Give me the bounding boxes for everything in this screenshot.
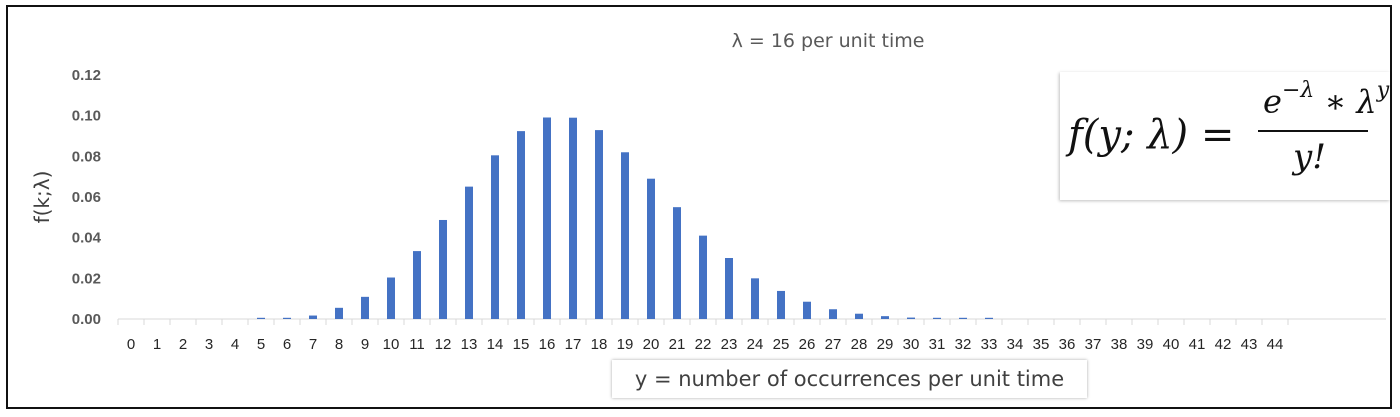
bar-31 bbox=[933, 317, 941, 319]
x-tick-label: 28 bbox=[851, 336, 868, 353]
x-tick-label: 31 bbox=[929, 336, 946, 353]
x-tick-label: 7 bbox=[309, 336, 317, 353]
bar-20 bbox=[647, 178, 655, 319]
x-axis-label: y = number of occurrences per unit time bbox=[612, 360, 1087, 398]
bar-29 bbox=[881, 316, 889, 319]
bar-15 bbox=[517, 131, 525, 319]
bar-26 bbox=[803, 301, 811, 319]
x-tick-label: 1 bbox=[153, 336, 161, 353]
x-axis-ticks: 0 1 2 3 4 5 6 7 8 9 10 11 12 13 14 15 16 17 18 19 20 21 22 23 24… bbox=[127, 336, 1284, 353]
bar-21 bbox=[673, 207, 681, 319]
bar-10 bbox=[387, 277, 395, 319]
bar-33 bbox=[985, 317, 993, 319]
chart-title: λ = 16 per unit time bbox=[732, 30, 925, 52]
formula-num-exp: −λ bbox=[1281, 78, 1315, 103]
bar-28 bbox=[855, 313, 863, 319]
formula-numerator: e−λ ∗ λy bbox=[1263, 78, 1389, 121]
bar-12 bbox=[439, 219, 447, 319]
formula-fraction-bar bbox=[1258, 130, 1368, 132]
bar-8 bbox=[335, 307, 343, 319]
x-tick-label: 3 bbox=[205, 336, 213, 353]
y-tick-label: 0.04 bbox=[72, 230, 102, 247]
x-tick-label: 18 bbox=[591, 336, 608, 353]
formula-lhs: f(y; λ) = bbox=[1068, 112, 1235, 158]
x-tick-label: 39 bbox=[1137, 336, 1154, 353]
x-tick-label: 34 bbox=[1007, 336, 1024, 353]
bar-19 bbox=[621, 152, 629, 319]
x-tick-label: 14 bbox=[487, 336, 504, 353]
bar-17 bbox=[569, 117, 577, 319]
y-tick-label: 0.06 bbox=[72, 189, 101, 206]
x-tick-label: 38 bbox=[1111, 336, 1128, 353]
bar-13 bbox=[465, 186, 473, 319]
y-tick-label: 0.10 bbox=[72, 108, 101, 125]
x-tick-label: 9 bbox=[361, 336, 369, 353]
bar-24 bbox=[751, 278, 759, 319]
x-tick-label: 37 bbox=[1085, 336, 1102, 353]
x-tick-label: 30 bbox=[903, 336, 920, 353]
x-tick-label: 12 bbox=[435, 336, 452, 353]
x-axis-tick-marks bbox=[117, 319, 1289, 325]
x-tick-label: 24 bbox=[747, 336, 764, 353]
x-tick-label: 29 bbox=[877, 336, 894, 353]
bar-7 bbox=[309, 315, 317, 319]
x-tick-label: 33 bbox=[981, 336, 998, 353]
formula-box: f(y; λ) = e−λ ∗ λy y! bbox=[1060, 72, 1390, 200]
bar-5 bbox=[257, 317, 265, 319]
bars bbox=[257, 117, 993, 319]
x-tick-label: 4 bbox=[231, 336, 239, 353]
x-tick-label: 5 bbox=[257, 336, 265, 353]
bar-23 bbox=[725, 258, 733, 319]
x-tick-label: 2 bbox=[179, 336, 187, 353]
x-tick-label: 17 bbox=[565, 336, 582, 353]
chart-plot: λ = 16 per unit time f(k;λ) 0.00 0.02 0.04… bbox=[30, 30, 1386, 353]
bar-27 bbox=[829, 309, 837, 319]
bar-32 bbox=[959, 317, 967, 319]
x-tick-label: 20 bbox=[643, 336, 660, 353]
x-tick-label: 41 bbox=[1189, 336, 1206, 353]
formula-denominator: y! bbox=[1293, 137, 1326, 177]
x-tick-label: 35 bbox=[1033, 336, 1050, 353]
y-tick-label: 0.00 bbox=[72, 311, 101, 328]
x-tick-label: 22 bbox=[695, 336, 712, 353]
x-tick-label: 6 bbox=[283, 336, 291, 353]
y-axis-ticks: 0.00 0.02 0.04 0.06 0.08 0.10 0.12 bbox=[72, 67, 102, 328]
bar-6 bbox=[283, 317, 291, 319]
x-tick-label: 10 bbox=[383, 336, 400, 353]
x-tick-label: 23 bbox=[721, 336, 738, 353]
formula-num-mid: ∗ λ bbox=[1314, 82, 1377, 121]
x-tick-label: 26 bbox=[799, 336, 816, 353]
x-tick-label: 13 bbox=[461, 336, 478, 353]
chart-frame: λ = 16 per unit time f(k;λ) 0.00 0.02 0.04… bbox=[6, 5, 1392, 409]
x-tick-label: 40 bbox=[1163, 336, 1180, 353]
bar-14 bbox=[491, 155, 499, 319]
x-tick-label: 44 bbox=[1267, 336, 1284, 353]
x-tick-label: 36 bbox=[1059, 336, 1076, 353]
x-tick-label: 32 bbox=[955, 336, 972, 353]
x-tick-label: 27 bbox=[825, 336, 842, 353]
bar-11 bbox=[413, 251, 421, 319]
bar-25 bbox=[777, 290, 785, 319]
formula-num-base: e bbox=[1263, 82, 1282, 121]
y-tick-label: 0.08 bbox=[72, 148, 101, 165]
x-tick-label: 25 bbox=[773, 336, 790, 353]
x-tick-label: 15 bbox=[513, 336, 530, 353]
y-axis-label: f(k;λ) bbox=[30, 171, 54, 224]
x-tick-label: 42 bbox=[1215, 336, 1232, 353]
x-tick-label: 11 bbox=[409, 336, 425, 353]
x-tick-label: 8 bbox=[335, 336, 343, 353]
x-tick-label: 19 bbox=[617, 336, 634, 353]
bar-18 bbox=[595, 130, 603, 319]
bar-22 bbox=[699, 235, 707, 319]
y-tick-label: 0.02 bbox=[72, 270, 101, 287]
y-tick-label: 0.12 bbox=[72, 67, 101, 84]
x-tick-label: 43 bbox=[1241, 336, 1258, 353]
x-tick-label: 16 bbox=[539, 336, 556, 353]
x-tick-label: 21 bbox=[669, 336, 686, 353]
formula-num-exp2: y bbox=[1376, 78, 1390, 103]
x-tick-label: 0 bbox=[127, 336, 135, 353]
bar-16 bbox=[543, 117, 551, 319]
bar-9 bbox=[361, 296, 369, 319]
bar-30 bbox=[907, 317, 915, 319]
